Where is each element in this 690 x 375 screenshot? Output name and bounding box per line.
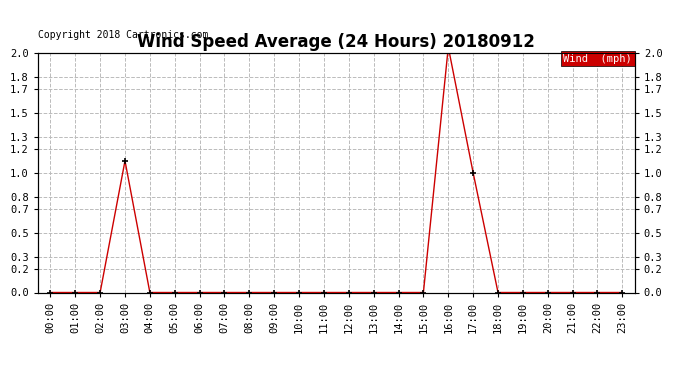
Text: Wind  (mph): Wind (mph) <box>563 54 632 64</box>
Text: Copyright 2018 Cartronics.com: Copyright 2018 Cartronics.com <box>38 30 208 40</box>
Title: Wind Speed Average (24 Hours) 20180912: Wind Speed Average (24 Hours) 20180912 <box>137 33 535 51</box>
